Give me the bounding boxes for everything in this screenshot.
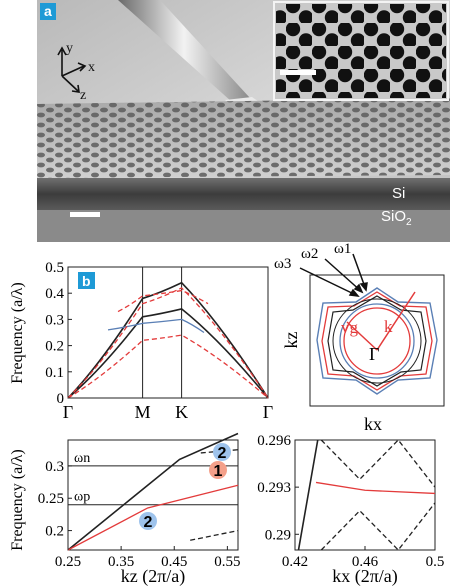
k-vector — [376, 291, 416, 351]
dkz-series-0 — [67, 432, 239, 551]
dkz-xtick-label-0: 0.25 — [55, 554, 81, 570]
contour-blue-outer — [316, 287, 438, 395]
dkz-ylabel: Frequency (a/λ) — [9, 449, 26, 551]
material-si: Si — [392, 185, 405, 202]
dkz-series-1 — [67, 484, 239, 551]
dispersion-kx-chart: 0.29 0.293 0.296 0.42 0.46 0.5 kx (2π/a) — [257, 433, 444, 586]
panel-a-label: a — [44, 3, 52, 19]
dkz-hline-label-0: ωn — [74, 451, 90, 466]
isofrequency-chart: ω3 ω2 ω1 vg k Γ kz kx — [274, 241, 445, 434]
band-series-3 — [67, 287, 269, 399]
axis-triad-icon — [57, 46, 87, 93]
dkz-xtick-label-2: 0.45 — [161, 554, 187, 570]
omega3-label: ω3 — [274, 256, 291, 272]
dkz-badge-2 — [139, 512, 157, 530]
dkz-badge-0 — [213, 443, 231, 461]
gamma-label: Γ — [369, 344, 379, 364]
dkx-ytick-label-2: 0.296 — [257, 433, 291, 449]
band-series-1 — [67, 308, 269, 399]
contour-red-inner — [343, 307, 411, 375]
dkx-ytick-label-0: 0.29 — [265, 527, 291, 543]
axis-label-z: z — [80, 88, 86, 103]
axis-label-x: x — [88, 60, 95, 75]
scale-bar-icon — [70, 212, 100, 217]
inset-scale-bar-icon — [280, 70, 316, 75]
dkx-series-3 — [320, 502, 436, 551]
iso-ylabel: kz — [281, 332, 301, 349]
inset-micrograph — [273, 1, 449, 101]
band-structure-chart: 0 0.1 0.2 0.3 0.4 0.5 Γ M K Γ Frequency (a/λ) b — [9, 260, 273, 422]
iso-xlabel: kx — [364, 414, 382, 434]
dkz-series-3 — [190, 529, 239, 541]
band-ytick-label-1: 0.1 — [45, 365, 64, 381]
dkz-hline-label-1: ωp — [74, 490, 90, 505]
dkx-xtick-label-0: 0.42 — [282, 554, 308, 570]
band-ytick-label-3: 0.3 — [45, 312, 64, 328]
band-series-0 — [67, 281, 269, 399]
dkx-series-2 — [320, 439, 436, 488]
band-series-2 — [107, 318, 205, 334]
band-ytick-label-0: 0 — [57, 391, 65, 407]
dkz-xlabel: kz (2π/a) — [121, 566, 186, 586]
omega2-label: ω2 — [301, 246, 318, 262]
omega1-label: ω1 — [334, 241, 351, 257]
band-ytick-label-2: 0.2 — [45, 339, 64, 355]
band-ytick-label-5: 0.5 — [45, 260, 64, 276]
dkz-ytick-label-0: 0.2 — [45, 524, 64, 540]
dkz-badge-label-0: 2 — [218, 445, 227, 462]
waveguide — [118, 0, 250, 102]
omega-pointer-arrows — [299, 253, 368, 297]
band-category-0: Γ — [63, 402, 73, 422]
dkx-series-1 — [315, 481, 436, 495]
substrate — [37, 210, 450, 242]
contour-black-mid — [327, 295, 427, 387]
dkx-xtick-label-1: 0.46 — [352, 554, 379, 570]
dkz-badge-label-2: 2 — [144, 514, 153, 531]
dkz-xtick-label-3: 0.55 — [214, 554, 240, 570]
band-category-3: Γ — [263, 402, 273, 422]
band-series-5 — [117, 289, 209, 313]
dkx-xtick-label-2: 0.5 — [426, 554, 445, 570]
dkz-ytick-label-1: 0.25 — [38, 491, 64, 507]
dkx-xlabel: kx (2π/a) — [332, 566, 398, 586]
slab-side — [37, 178, 450, 210]
band-series-4 — [67, 334, 269, 399]
axis-label-y: y — [66, 41, 73, 56]
material-sio2: SiO2 — [381, 208, 412, 228]
vg-vector — [346, 321, 378, 351]
band-category-1: M — [135, 402, 151, 422]
contour-red-outer — [321, 291, 433, 391]
dkz-ytick-label-2: 0.3 — [45, 459, 64, 475]
panel-a-sem-image: y x z Si SiO2 a — [37, 0, 450, 242]
dkz-xtick-label-1: 0.35 — [108, 554, 134, 570]
band-ytick-label-4: 0.4 — [45, 286, 64, 302]
band-category-2: K — [175, 402, 188, 422]
dkx-ytick-label-1: 0.293 — [257, 480, 291, 496]
vg-label: vg — [341, 318, 359, 337]
panel-b-badge — [78, 272, 95, 289]
dkz-badge-label-1: 1 — [214, 463, 223, 480]
panel-b-label: b — [82, 273, 91, 289]
contour-blue-inner — [339, 303, 415, 379]
k-label: k — [384, 317, 393, 336]
dkx-series-0 — [297, 439, 319, 551]
dkz-badge-1 — [209, 461, 227, 479]
panel-a-badge — [40, 3, 56, 20]
band-ylabel: Frequency (a/λ) — [9, 282, 26, 384]
